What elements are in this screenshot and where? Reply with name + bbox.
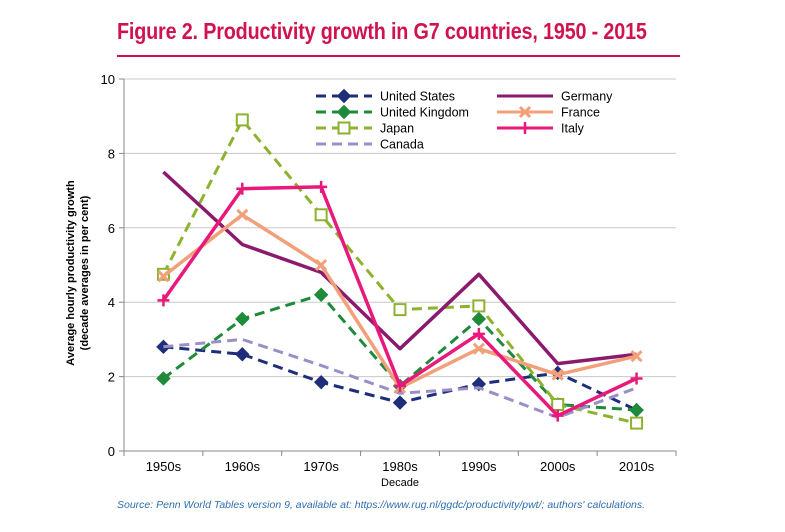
y-tick-label: 6 [108, 221, 115, 236]
legend-label-canada: Canada [380, 138, 424, 152]
data-point-united-kingdom [629, 402, 644, 418]
legend-item-united-kingdom: United Kingdom [316, 104, 469, 120]
data-point-france [630, 350, 643, 363]
y-tick-label: 2 [108, 370, 115, 385]
series-germany [162, 170, 637, 366]
y-tick-label: 10 [101, 72, 115, 87]
data-point-united-states [235, 347, 250, 362]
x-tick-label: 1980s [382, 459, 418, 474]
x-tick-label: 1990s [461, 459, 497, 474]
legend-item-japan: Japan [316, 121, 414, 136]
legend-item-united-states: United States [316, 88, 455, 104]
title-underline [117, 55, 680, 57]
data-point-united-kingdom [235, 311, 250, 327]
data-point-italy [236, 182, 249, 195]
data-point-united-kingdom [156, 371, 171, 386]
y-axis-label-line1: Average hourly productivity growth [65, 180, 77, 366]
series-group [156, 113, 644, 430]
legend-label-germany: Germany [561, 90, 613, 104]
y-tick-label: 0 [108, 444, 115, 459]
data-point-japan [630, 416, 644, 430]
data-point-united-states [392, 395, 408, 410]
legend-label-italy: Italy [561, 122, 585, 136]
line-chart: 0 2 4 6 8 10 1950s 1960s 1970s 1980s 1990s 2000s 20… [65, 72, 677, 489]
data-point-united-states [313, 374, 329, 390]
y-axis-label-line2: (decade averages in per cent) [79, 195, 91, 350]
series-line-japan [162, 118, 637, 425]
legend-marker-united-states [336, 88, 352, 104]
series-france [157, 208, 643, 394]
legend-label-united-states: United States [380, 90, 455, 104]
data-point-japan [393, 303, 407, 317]
legend-label-france: France [561, 106, 600, 120]
y-tick-label: 4 [108, 295, 115, 310]
data-point-united-kingdom [313, 287, 329, 302]
x-tick-label: 1950s [146, 459, 182, 474]
data-point-japan [472, 299, 486, 313]
series-line-germany [162, 170, 637, 366]
legend-item-canada: Canada [316, 138, 424, 152]
data-point-japan [551, 398, 565, 411]
x-axis-label: Decade [381, 477, 419, 489]
legend-marker-italy [519, 122, 531, 134]
x-tick-labels: 1950s 1960s 1970s 1980s 1990s 2000s 2010s [146, 459, 655, 474]
legend-label-united-kingdom: United Kingdom [380, 106, 469, 120]
legend: United States United Kingdom Japan Canada Ge… [316, 88, 613, 152]
legend-item-germany: Germany [497, 90, 613, 104]
data-point-france [236, 208, 249, 221]
data-point-france [472, 342, 485, 355]
data-point-france [157, 270, 170, 283]
legend-marker-france [518, 105, 532, 119]
data-point-france [315, 258, 328, 272]
legend-marker-japan [337, 121, 351, 135]
series-italy [157, 180, 643, 422]
data-point-united-kingdom [471, 311, 487, 327]
x-tick-label: 1970s [303, 459, 339, 474]
data-point-italy [551, 409, 564, 422]
chart-title: Figure 2. Productivity growth in G7 coun… [117, 18, 647, 44]
x-tick-label: 2000s [540, 459, 576, 474]
x-tick-label: 2010s [619, 459, 655, 474]
data-point-france [551, 368, 564, 381]
data-point-italy [157, 294, 170, 307]
data-point-italy [472, 327, 485, 340]
axes [119, 78, 677, 456]
legend-item-france: France [497, 106, 600, 120]
legend-label-japan: Japan [380, 122, 414, 136]
y-tick-label: 8 [108, 146, 115, 161]
data-point-italy [630, 372, 643, 385]
y-tick-labels: 0 2 4 6 8 10 [101, 72, 115, 459]
x-tick-label: 1960s [225, 459, 261, 474]
data-point-japan [235, 113, 249, 127]
data-point-japan [314, 208, 328, 222]
legend-marker-united-kingdom [336, 104, 352, 120]
data-point-italy [315, 180, 328, 193]
source-note: Source: Penn World Tables version 9, ava… [117, 499, 646, 511]
data-point-italy [394, 379, 406, 392]
legend-item-italy: Italy [497, 122, 585, 136]
